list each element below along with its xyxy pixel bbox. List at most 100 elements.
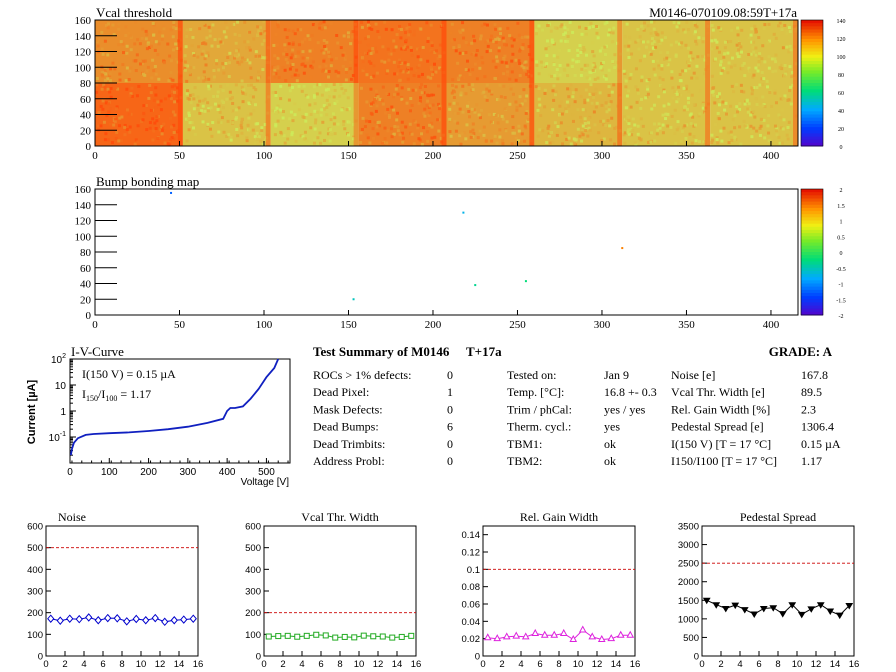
pixel-texture xyxy=(330,88,334,92)
pixel-texture xyxy=(698,112,702,116)
pixel-texture xyxy=(360,127,364,131)
pixel-texture xyxy=(277,75,281,79)
pixel-texture xyxy=(502,43,506,47)
pixel-texture xyxy=(256,122,260,126)
x-tick-label: 200 xyxy=(425,319,442,331)
data-point xyxy=(493,634,502,642)
pixel-texture xyxy=(666,124,670,128)
pixel-texture xyxy=(544,47,548,51)
color-scale-label: 2 xyxy=(840,188,843,194)
pixel-texture xyxy=(301,56,305,60)
pixel-texture xyxy=(657,95,661,99)
pixel-texture xyxy=(716,141,720,145)
pixel-texture xyxy=(340,108,344,112)
pixel-texture xyxy=(106,87,110,91)
pixel-texture xyxy=(309,126,313,130)
pixel-texture xyxy=(628,77,632,81)
pixel-texture xyxy=(95,77,99,81)
pixel-texture xyxy=(359,131,363,135)
pixel-texture xyxy=(783,23,787,27)
pixel-texture xyxy=(349,77,353,81)
pixel-texture xyxy=(226,119,230,123)
pixel-texture xyxy=(185,92,189,96)
color-scale-band xyxy=(801,117,823,122)
pixel-texture xyxy=(468,115,472,119)
pixel-texture xyxy=(202,79,206,83)
pixel-texture xyxy=(471,68,475,72)
y-tick-label: 80 xyxy=(80,78,92,90)
pixel-texture xyxy=(733,63,737,67)
pixel-texture xyxy=(643,54,647,58)
roc-cell xyxy=(534,83,623,146)
pixel-texture xyxy=(231,96,235,100)
pixel-texture xyxy=(571,91,575,95)
pixel-texture xyxy=(450,22,454,26)
pixel-texture xyxy=(534,32,538,36)
data-point xyxy=(731,602,740,610)
pixel-texture xyxy=(628,40,632,44)
pixel-texture xyxy=(240,131,244,135)
pixel-texture xyxy=(216,90,220,94)
pixel-texture xyxy=(729,130,733,134)
pixel-texture xyxy=(723,40,727,44)
pixel-texture xyxy=(738,125,742,129)
pixel-texture xyxy=(224,61,228,65)
pixel-texture xyxy=(543,91,547,95)
pixel-texture xyxy=(484,139,488,143)
pixel-texture xyxy=(456,121,460,125)
pixel-texture xyxy=(470,107,474,111)
data-point xyxy=(56,616,64,625)
pixel-texture xyxy=(163,126,167,130)
pixel-texture xyxy=(318,83,322,87)
x-tick-label: 12 xyxy=(155,659,166,670)
pixel-texture xyxy=(766,124,770,128)
pixel-texture xyxy=(590,101,594,105)
pixel-texture xyxy=(781,127,785,131)
pixel-texture xyxy=(125,87,129,91)
pixel-texture xyxy=(674,54,678,58)
pixel-texture xyxy=(117,43,121,47)
pixel-texture xyxy=(420,72,424,76)
pixel-texture xyxy=(585,76,589,80)
pixel-texture xyxy=(138,42,142,46)
pixel-texture xyxy=(393,125,397,129)
pixel-texture xyxy=(172,25,176,29)
pixel-texture xyxy=(591,50,595,54)
data-point xyxy=(816,602,825,609)
pixel-texture xyxy=(461,84,465,88)
pixel-texture xyxy=(184,64,188,68)
pixel-texture xyxy=(628,35,632,39)
pixel-texture xyxy=(539,60,543,64)
pixel-texture xyxy=(272,72,276,76)
pixel-texture xyxy=(197,45,201,49)
pixel-texture xyxy=(758,104,762,108)
pixel-texture xyxy=(471,122,475,126)
pixel-texture xyxy=(141,118,145,122)
pixel-texture xyxy=(518,49,522,53)
color-scale-band xyxy=(801,92,823,97)
pixel-texture xyxy=(248,94,252,98)
pixel-texture xyxy=(365,73,369,77)
summary-value: 1 xyxy=(447,385,453,399)
pixel-texture xyxy=(439,136,443,140)
pixel-texture xyxy=(277,20,281,24)
pixel-texture xyxy=(173,84,177,88)
pixel-texture xyxy=(600,23,604,27)
pixel-texture xyxy=(399,36,403,40)
pixel-texture xyxy=(274,72,278,76)
pixel-texture xyxy=(222,71,226,75)
pixel-texture xyxy=(576,48,580,52)
pixel-texture xyxy=(364,37,368,41)
pixel-texture xyxy=(571,113,575,117)
pixel-texture xyxy=(209,106,213,110)
pixel-texture xyxy=(328,95,332,99)
y-tick-label: 500 xyxy=(27,543,43,554)
pixel-texture xyxy=(686,107,690,111)
pixel-texture xyxy=(408,23,412,27)
pixel-texture xyxy=(679,139,683,143)
data-point xyxy=(569,634,578,643)
summary-label: Dead Pixel: xyxy=(313,385,369,399)
pixel-texture xyxy=(626,128,630,132)
pixel-texture xyxy=(128,69,132,73)
pixel-texture xyxy=(407,24,411,28)
